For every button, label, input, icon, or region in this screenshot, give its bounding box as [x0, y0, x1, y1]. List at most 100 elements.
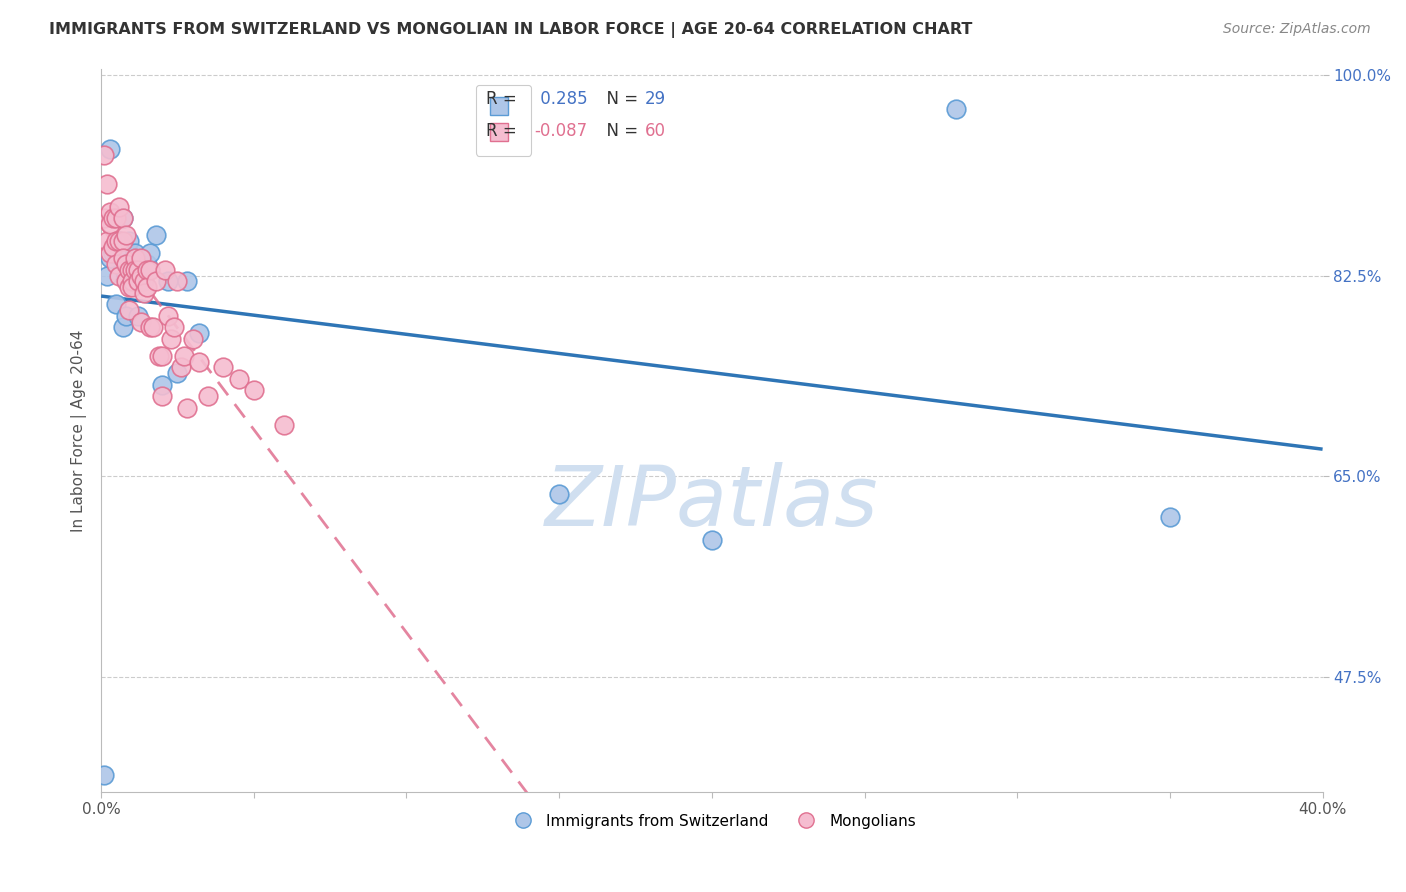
Point [121, 274, 143, 288]
Text: 0.285: 0.285 [534, 90, 588, 109]
Point [197, 389, 219, 403]
Point [105, 234, 128, 248]
Point [129, 252, 152, 266]
Point [93, 148, 115, 162]
Point [98, 252, 121, 266]
Point [103, 211, 125, 226]
Point [127, 263, 149, 277]
Point [139, 320, 162, 334]
Point [136, 280, 159, 294]
Point [105, 211, 128, 226]
Point [98, 142, 121, 156]
Point [96, 268, 118, 283]
Point [105, 245, 128, 260]
Point [124, 252, 146, 266]
Point [108, 234, 131, 248]
Point [114, 268, 136, 283]
Text: IMMIGRANTS FROM SWITZERLAND VS MONGOLIAN IN LABOR FORCE | AGE 20-64 CORRELATION : IMMIGRANTS FROM SWITZERLAND VS MONGOLIAN… [49, 22, 973, 38]
Point [139, 245, 162, 260]
Point [142, 320, 165, 334]
Point [166, 274, 188, 288]
Point [114, 309, 136, 323]
Text: 60: 60 [645, 121, 665, 139]
Y-axis label: In Labor Force | Age 20-64: In Labor Force | Age 20-64 [72, 329, 87, 532]
Point [98, 205, 121, 219]
Text: ZIPatlas: ZIPatlas [546, 462, 879, 543]
Point [108, 200, 131, 214]
Point [132, 274, 155, 288]
Point [129, 268, 152, 283]
Point [157, 309, 180, 323]
Point [96, 177, 118, 191]
Point [117, 263, 139, 277]
Point [173, 349, 195, 363]
Point [103, 240, 125, 254]
Text: R =: R = [486, 90, 522, 109]
Point [93, 768, 115, 782]
Point [945, 102, 967, 116]
Point [111, 252, 134, 266]
Point [169, 360, 191, 375]
Point [148, 349, 170, 363]
Point [132, 285, 155, 300]
Point [145, 274, 167, 288]
Point [105, 297, 128, 311]
Point [93, 211, 115, 226]
Point [121, 280, 143, 294]
Point [243, 384, 266, 398]
Point [108, 234, 131, 248]
Point [124, 245, 146, 260]
Point [157, 274, 180, 288]
Point [121, 263, 143, 277]
Point [1159, 509, 1181, 524]
Text: R =: R = [486, 121, 522, 139]
Point [187, 354, 209, 368]
Point [187, 326, 209, 340]
Point [111, 320, 134, 334]
Point [150, 389, 173, 403]
Point [105, 257, 128, 271]
Point [129, 314, 152, 328]
Point [228, 372, 250, 386]
Text: Source: ZipAtlas.com: Source: ZipAtlas.com [1223, 22, 1371, 37]
Point [700, 533, 723, 547]
Point [114, 228, 136, 243]
Point [176, 401, 198, 415]
Point [273, 417, 295, 432]
Point [127, 274, 149, 288]
Point [150, 349, 173, 363]
Point [181, 332, 204, 346]
Point [166, 366, 188, 380]
Point [127, 309, 149, 323]
Text: N =: N = [596, 90, 643, 109]
Point [111, 211, 134, 226]
Point [98, 217, 121, 231]
Point [98, 245, 121, 260]
Point [114, 274, 136, 288]
Point [150, 377, 173, 392]
Point [96, 234, 118, 248]
Point [160, 332, 183, 346]
Point [117, 280, 139, 294]
Point [108, 268, 131, 283]
Point [155, 263, 177, 277]
Point [114, 257, 136, 271]
Point [117, 303, 139, 318]
Point [103, 245, 125, 260]
Point [176, 274, 198, 288]
Point [129, 274, 152, 288]
Point [117, 234, 139, 248]
Point [145, 228, 167, 243]
Text: -0.087: -0.087 [534, 121, 588, 139]
Point [136, 257, 159, 271]
Point [121, 263, 143, 277]
Point [111, 211, 134, 226]
Text: 29: 29 [645, 90, 666, 109]
Point [136, 263, 159, 277]
Point [139, 263, 162, 277]
Point [163, 320, 186, 334]
Point [111, 234, 134, 248]
Legend: Immigrants from Switzerland, Mongolians: Immigrants from Switzerland, Mongolians [502, 807, 922, 835]
Point [124, 263, 146, 277]
Point [548, 486, 571, 500]
